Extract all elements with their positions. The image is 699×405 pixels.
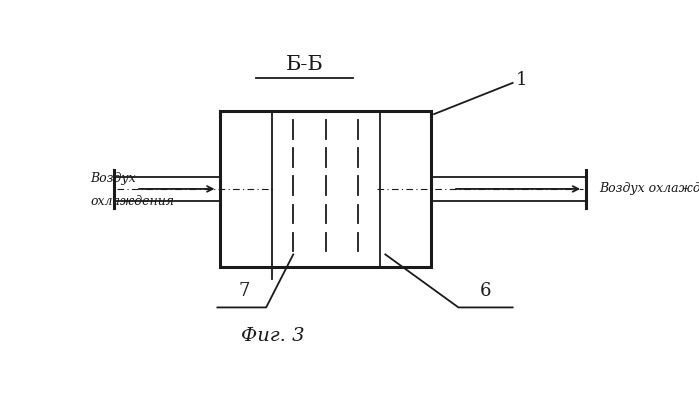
Text: Фиг. 3: Фиг. 3 [241, 326, 305, 345]
Text: охлаждения: охлаждения [90, 195, 174, 208]
Bar [220, 111, 431, 267]
Text: Б-Б: Б-Б [286, 55, 324, 74]
Text: 6: 6 [480, 281, 491, 300]
Text: 1: 1 [515, 71, 527, 89]
Text: Воздух: Воздух [90, 172, 136, 185]
Text: 7: 7 [239, 281, 250, 300]
Text: Воздух охлаждения: Воздух охлаждения [599, 182, 699, 196]
